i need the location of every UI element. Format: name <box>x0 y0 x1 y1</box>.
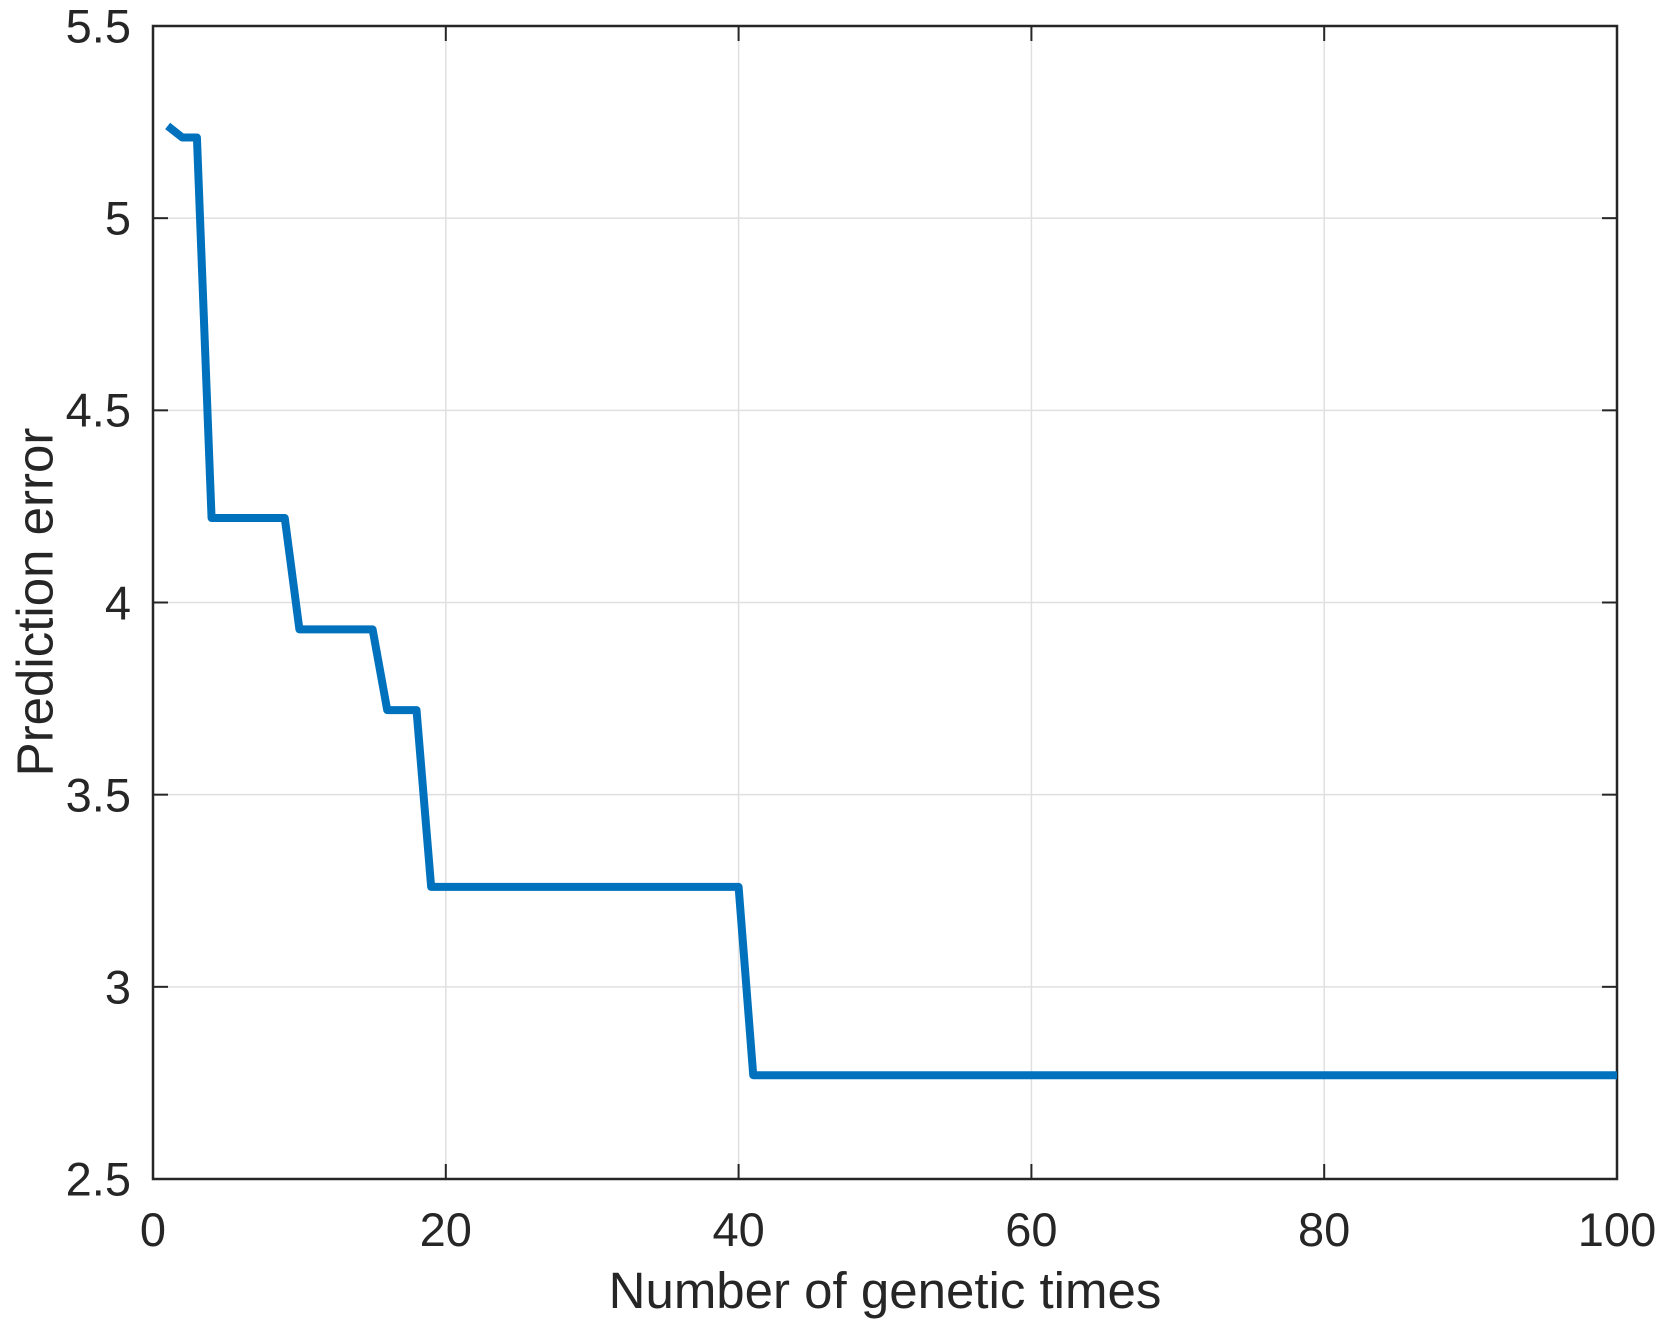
x-tick-label: 60 <box>1005 1203 1058 1256</box>
y-tick-label: 3.5 <box>65 768 131 822</box>
x-tick-label: 40 <box>712 1203 765 1256</box>
x-tick-label: 100 <box>1577 1203 1657 1256</box>
prediction-error-line <box>165 122 1617 1080</box>
y-tick-label: 4.5 <box>65 383 131 437</box>
y-tick-label: 5.5 <box>65 0 131 53</box>
line-chart <box>151 24 1619 1181</box>
x-tick-label: 0 <box>139 1203 167 1256</box>
x-axis-label: Number of genetic times <box>608 1262 1162 1319</box>
x-tick-label: 80 <box>1298 1203 1351 1256</box>
y-tick-label: 3 <box>104 960 131 1014</box>
y-tick-label: 5 <box>104 191 131 245</box>
x-tick-label: 20 <box>419 1203 472 1256</box>
y-tick-label: 2.5 <box>65 1152 131 1206</box>
plot-area <box>151 24 1619 1181</box>
y-axis-label: Prediction error <box>6 427 64 777</box>
y-tick-label: 4 <box>104 576 131 629</box>
